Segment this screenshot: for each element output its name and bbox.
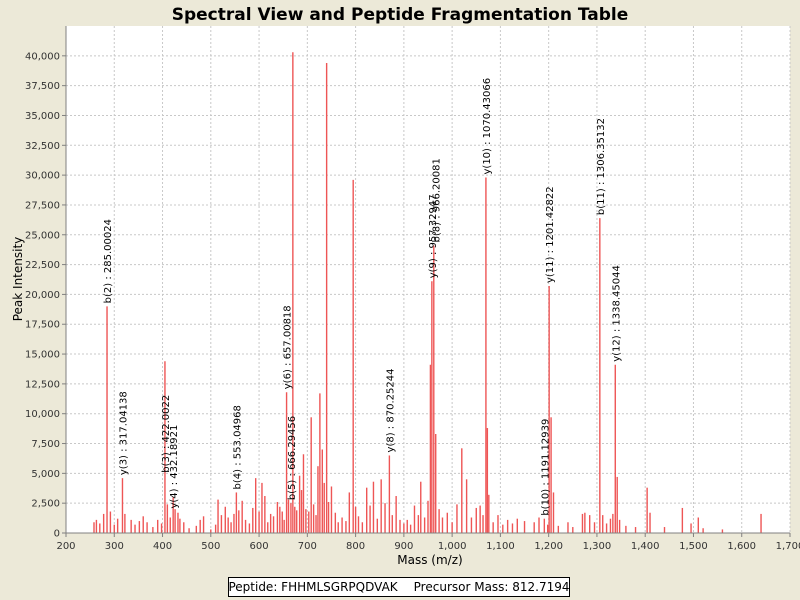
x-tick-label: 1,300 <box>583 541 612 552</box>
peak-annotation-label: b(4) : 553.04968 <box>232 405 243 489</box>
x-tick-label: 1,400 <box>631 541 660 552</box>
y-tick-label: 27,500 <box>25 200 60 211</box>
x-tick-label: 500 <box>201 541 220 552</box>
plot-area <box>66 26 790 533</box>
y-tick-label: 30,000 <box>25 171 60 182</box>
x-tick-label: 600 <box>250 541 269 552</box>
peak-annotation-label: b(8) : 966.20081 <box>432 158 443 242</box>
y-tick-label: 32,500 <box>25 141 60 152</box>
peak-annotation-label: y(12) : 1338.45044 <box>611 265 622 362</box>
peptide-label: Peptide: FHHMLSGRPQDVAK <box>228 580 398 594</box>
x-tick-label: 1,600 <box>727 541 756 552</box>
x-tick-label: 400 <box>153 541 172 552</box>
y-tick-label: 0 <box>54 529 60 540</box>
peak-annotation-label: y(11) : 1201.42822 <box>545 186 556 283</box>
y-tick-label: 25,000 <box>25 230 60 241</box>
x-tick-label: 1,100 <box>486 541 515 552</box>
x-tick-label: 1,500 <box>679 541 708 552</box>
y-tick-label: 15,000 <box>25 350 60 361</box>
y-tick-label: 35,000 <box>25 111 60 122</box>
y-tick-label: 5,000 <box>31 469 60 480</box>
peak-annotation-label: b(10) : 1191.12939 <box>540 419 551 516</box>
peak-bars <box>93 52 762 533</box>
x-tick-label: 1,700 <box>776 541 800 552</box>
peptide-info-box: Peptide: FHHMLSGRPQDVAK Precursor Mass: … <box>228 577 570 597</box>
x-axis-label: Mass (m/z) <box>397 553 462 567</box>
peak-annotation-label: b(2) : 285.00024 <box>103 219 114 303</box>
y-axis-label: Peak Intensity <box>11 237 25 322</box>
y-tick-label: 37,500 <box>25 81 60 92</box>
x-tick-label: 1,000 <box>438 541 467 552</box>
peak-annotations: b(2) : 285.00024 y(3) : 317.04138 b(3) : 4… <box>103 78 622 516</box>
peak-annotation-label: y(6) : 657.00818 <box>283 305 294 389</box>
y-tick-label: 10,000 <box>25 409 60 420</box>
y-tick-label: 40,000 <box>25 51 60 62</box>
y-tick-label: 7,500 <box>31 439 60 450</box>
x-tick-label: 1,200 <box>534 541 563 552</box>
chart-title: Spectral View and Peptide Fragmentation … <box>172 5 629 25</box>
peak-annotation-label: y(8) : 870.25244 <box>385 369 396 453</box>
peak-annotation-label: y(3) : 317.04138 <box>118 391 129 475</box>
x-tick-label: 200 <box>56 541 75 552</box>
x-tick-label: 800 <box>346 541 365 552</box>
axes: 200 300 400 500 600 700 800 900 1,000 1,100 1,200 1… <box>25 26 800 552</box>
peak-annotation-label: b(5) : 666.29456 <box>287 416 298 500</box>
x-tick-label: 700 <box>298 541 317 552</box>
x-tick-label: 300 <box>105 541 124 552</box>
y-tick-label: 20,000 <box>25 290 60 301</box>
x-tick-label: 900 <box>394 541 413 552</box>
y-tick-label: 12,500 <box>25 379 60 390</box>
peak-annotation-label: y(9) : 957.32947 <box>428 194 439 278</box>
peak-annotation-label: y(10) : 1070.43066 <box>482 78 493 175</box>
peak-annotation-label: b(11) : 1306.35132 <box>596 118 607 215</box>
y-tick-label: 17,500 <box>25 320 60 331</box>
precursor-mass-label: Precursor Mass: 812.7194 <box>413 580 570 594</box>
y-tick-label: 2,500 <box>31 499 60 510</box>
peak-annotation-label: b(3) : 422.0022 <box>161 395 172 473</box>
y-tick-label: 22,500 <box>25 260 60 271</box>
peak-annotation-label: y(4) : 432.18921 <box>169 425 180 509</box>
